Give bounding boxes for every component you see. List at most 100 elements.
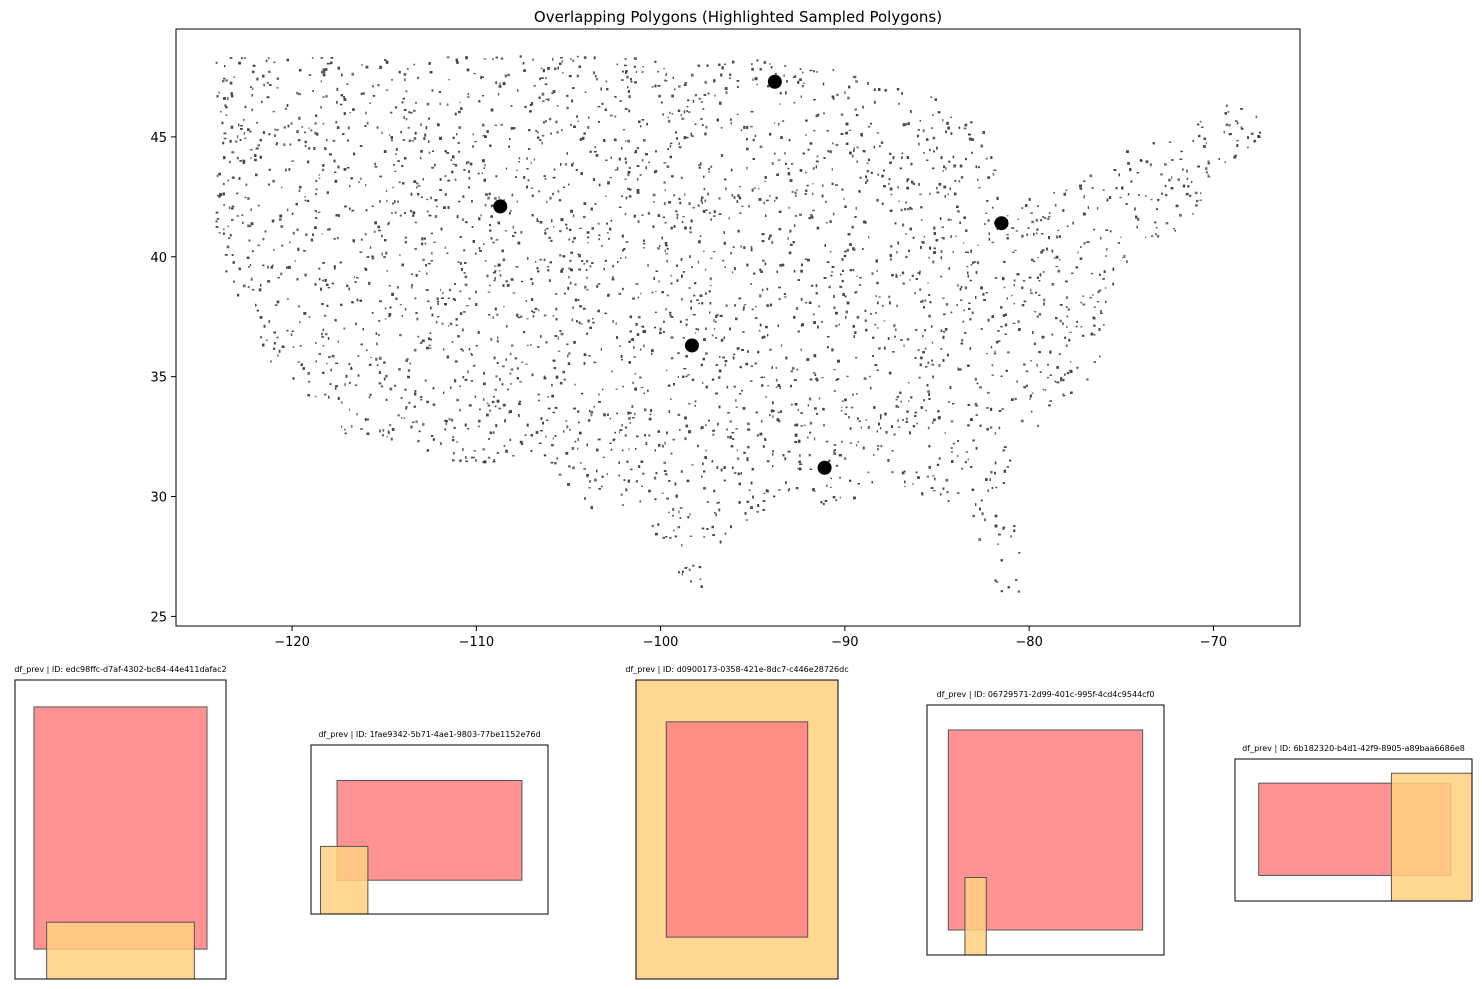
point — [663, 67, 665, 70]
point — [987, 219, 990, 222]
point — [304, 145, 307, 147]
point — [746, 138, 748, 141]
point — [670, 274, 672, 277]
point — [665, 308, 667, 311]
point — [274, 128, 276, 131]
point — [860, 426, 862, 429]
point — [628, 448, 630, 450]
point — [775, 378, 778, 382]
point — [697, 64, 700, 67]
point — [930, 96, 933, 98]
point — [217, 195, 220, 197]
point — [825, 440, 829, 443]
point — [281, 186, 283, 189]
point — [256, 77, 259, 81]
point — [417, 439, 420, 443]
point — [356, 298, 359, 302]
point — [627, 139, 630, 143]
point — [406, 68, 409, 70]
point — [597, 283, 601, 285]
point — [304, 273, 307, 277]
point — [1228, 124, 1231, 127]
point — [549, 196, 552, 200]
point — [985, 212, 988, 214]
point — [954, 192, 957, 196]
point — [366, 256, 370, 258]
point — [344, 432, 347, 435]
point — [836, 93, 839, 96]
point — [445, 422, 447, 426]
point — [394, 170, 397, 173]
point — [876, 270, 878, 272]
point — [250, 86, 252, 89]
point — [969, 318, 972, 321]
point — [487, 291, 490, 293]
point — [1205, 167, 1208, 171]
point — [730, 121, 732, 125]
point — [828, 286, 831, 289]
point — [1065, 296, 1069, 299]
point — [957, 284, 959, 287]
point — [562, 370, 565, 374]
point — [730, 252, 733, 255]
point — [431, 166, 434, 169]
point — [658, 94, 661, 98]
point — [483, 398, 485, 401]
point — [1017, 218, 1019, 220]
point — [827, 150, 830, 153]
point — [1051, 283, 1055, 286]
point — [691, 464, 694, 466]
point — [922, 129, 925, 133]
point — [678, 146, 682, 149]
point — [492, 431, 495, 434]
point — [221, 79, 225, 83]
point — [1012, 251, 1015, 254]
point — [1160, 173, 1163, 176]
point — [831, 168, 833, 171]
point — [558, 473, 562, 476]
point — [274, 304, 278, 307]
point — [493, 265, 497, 267]
point — [655, 472, 658, 475]
point — [413, 348, 417, 352]
point — [336, 101, 338, 104]
point — [242, 161, 245, 164]
point — [414, 297, 417, 300]
point — [961, 339, 964, 342]
point — [397, 414, 400, 417]
point — [665, 253, 668, 255]
point — [947, 218, 951, 221]
point — [299, 321, 301, 324]
point — [896, 250, 898, 254]
point — [605, 195, 607, 197]
point — [813, 129, 816, 132]
point — [747, 422, 750, 426]
point — [678, 571, 680, 574]
point — [624, 434, 627, 437]
point — [497, 92, 500, 96]
point — [415, 420, 418, 423]
point — [683, 110, 686, 114]
point — [877, 173, 880, 176]
point — [902, 419, 904, 421]
point — [763, 201, 765, 205]
point — [626, 75, 629, 79]
point — [710, 218, 712, 221]
point — [805, 134, 807, 136]
point — [664, 80, 668, 82]
point — [1030, 360, 1032, 362]
point — [452, 163, 456, 166]
point — [710, 257, 713, 260]
point — [1198, 134, 1201, 138]
point — [525, 363, 528, 365]
point — [702, 381, 704, 384]
point — [920, 356, 923, 360]
point — [759, 294, 762, 298]
point — [298, 93, 301, 96]
point — [690, 132, 692, 136]
point — [990, 156, 993, 159]
point — [795, 487, 799, 490]
point — [538, 309, 540, 311]
point — [830, 150, 832, 154]
point — [299, 344, 302, 347]
